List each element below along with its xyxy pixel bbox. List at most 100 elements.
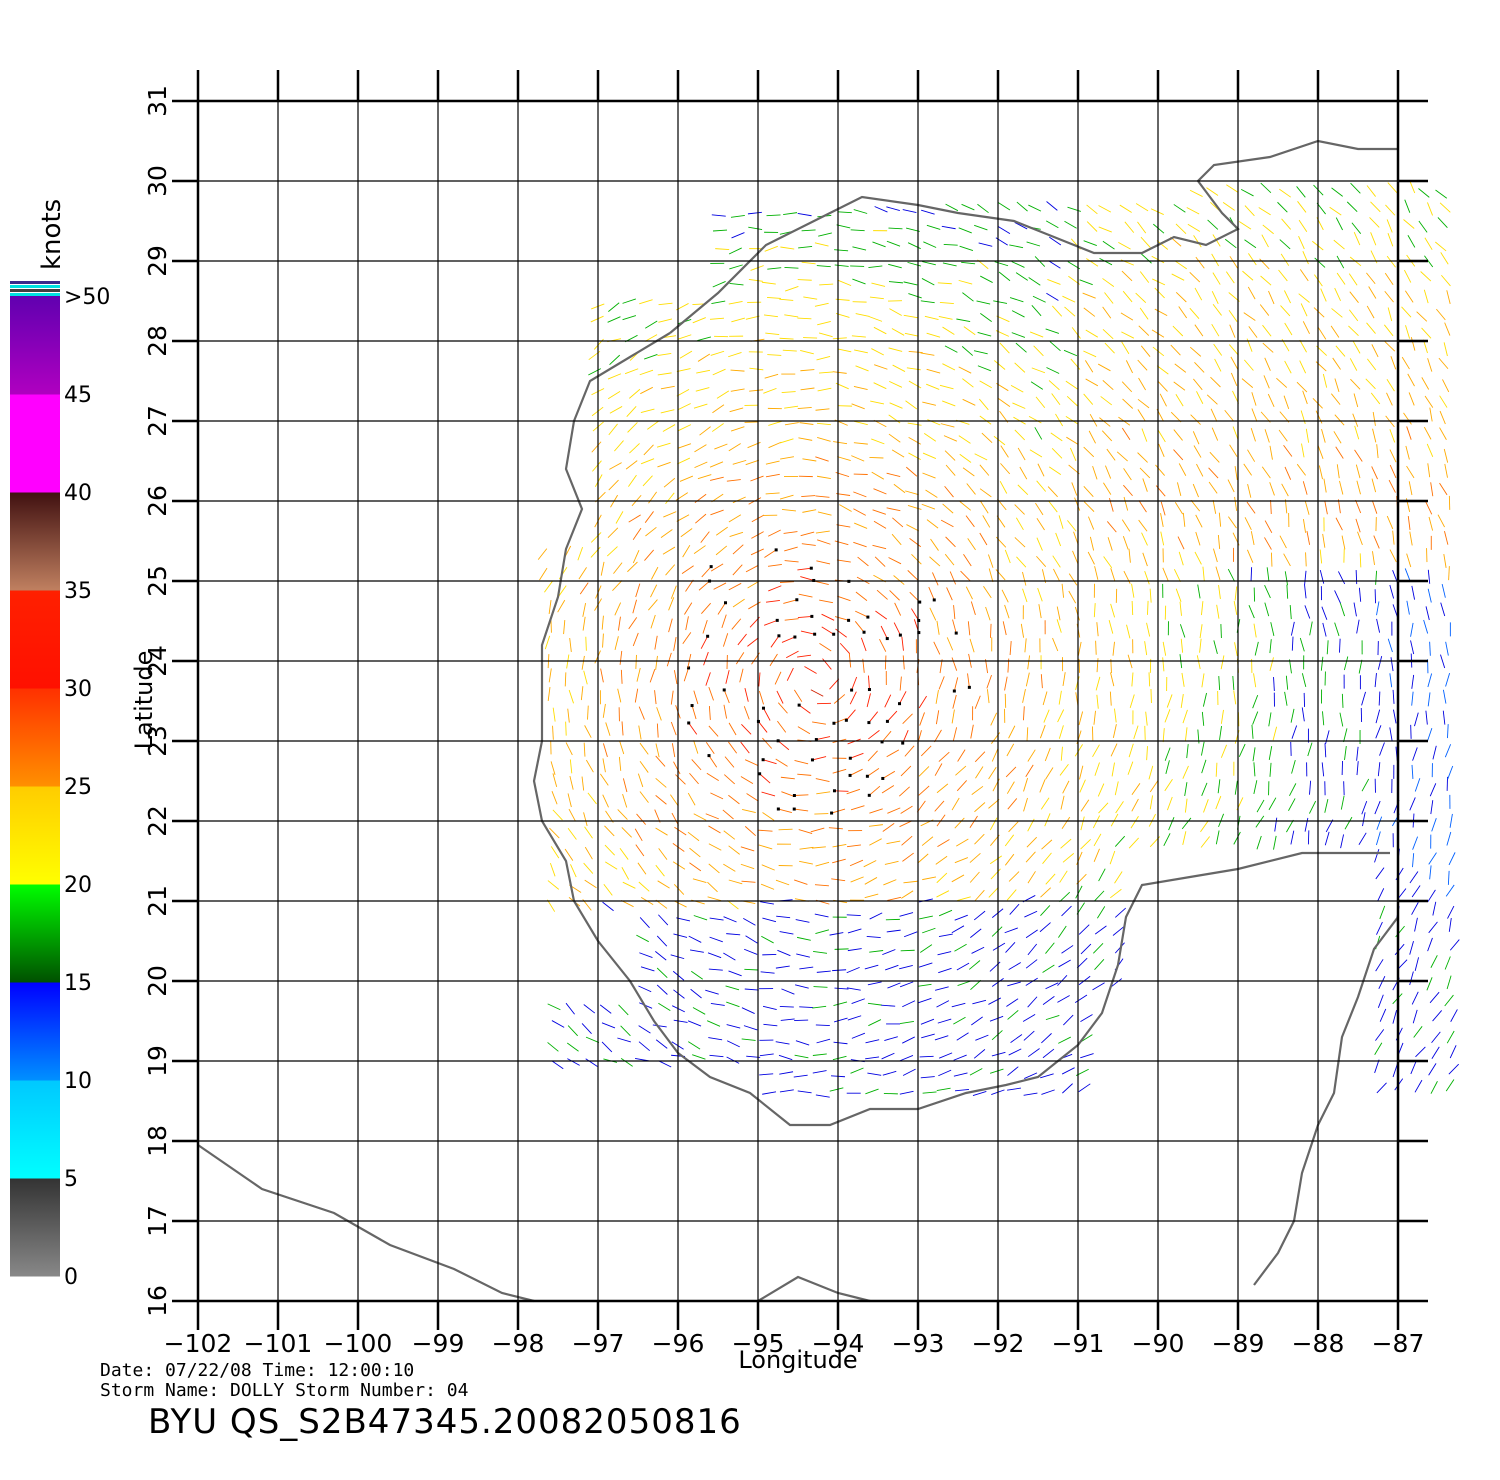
legend-cap-stripe (10, 285, 60, 288)
wind-barb (1384, 341, 1396, 352)
wind-barb (677, 334, 692, 340)
wind-barb (621, 827, 632, 838)
wind-barb (1178, 551, 1184, 566)
wind-barb (979, 415, 992, 425)
wind-barb (1102, 278, 1115, 287)
wind-barb (1279, 535, 1287, 549)
wind-barb (1448, 852, 1456, 866)
wind-barb (1041, 839, 1053, 850)
wind-barb (1027, 943, 1038, 956)
wind-barb (974, 833, 985, 845)
wind-barb (1029, 449, 1043, 458)
wind-barb (1409, 531, 1413, 546)
wind-barb (1159, 393, 1167, 407)
wind-barb (989, 855, 1003, 865)
wind-barb (1361, 800, 1368, 815)
wind-barb (1304, 817, 1309, 832)
wind-barb (781, 988, 795, 995)
wind-barb (801, 229, 816, 232)
wind-barb (1131, 783, 1141, 796)
wind-barb (705, 989, 719, 995)
wind-barb (978, 242, 993, 247)
wind-barb (991, 926, 1003, 937)
wind-barb (994, 360, 1006, 370)
wind-barb (1298, 219, 1308, 233)
wind-barb (939, 384, 954, 390)
wind-barb (956, 318, 971, 322)
wind-barb (1156, 240, 1169, 250)
wind-barb (860, 637, 867, 652)
wind-barb (1430, 482, 1434, 497)
lat-tick-label: 24 (143, 645, 172, 677)
wind-barb (903, 931, 918, 938)
lon-tick-label: −89 (1212, 1329, 1265, 1358)
wind-barb (935, 855, 948, 865)
wind-barb (979, 380, 992, 389)
footer-storm-line: Storm Name: DOLLY Storm Number: 04 (100, 1380, 469, 1401)
wind-barb (758, 690, 765, 705)
wind-barb (1355, 464, 1361, 479)
wind-barb (1157, 429, 1166, 443)
wind-barb (1348, 325, 1359, 337)
wind-barb (739, 668, 744, 683)
wind-barb (1269, 657, 1274, 672)
wind-barb (758, 672, 761, 687)
wind-barb (1414, 1079, 1423, 1093)
wind-barb (1045, 328, 1060, 334)
wind-barb (1302, 390, 1308, 405)
wind-barb (1121, 381, 1133, 393)
wind-barb (569, 775, 574, 790)
wind-barb (547, 1003, 561, 1011)
wind-barb (1069, 447, 1077, 461)
wind-barb (1258, 207, 1271, 216)
wind-barb (1442, 689, 1447, 704)
wind-barb (837, 279, 852, 287)
wind-barb (818, 371, 834, 374)
wind-barb (794, 1054, 809, 1059)
wind-barb (1376, 618, 1381, 633)
wind-barb (1041, 1033, 1052, 1044)
wind-barb (1284, 571, 1289, 586)
wind-barb (1086, 258, 1099, 267)
wind-barb (1228, 309, 1238, 322)
wind-barb (811, 846, 826, 849)
wind-barb (617, 688, 622, 703)
wind-barb (869, 808, 883, 814)
wind-barb (1094, 925, 1107, 935)
rain-flag (758, 772, 762, 776)
wind-barb (1410, 640, 1415, 655)
wind-barb (1080, 799, 1090, 812)
wind-barb (670, 585, 677, 599)
wind-barb (994, 261, 1009, 267)
wind-barb (988, 798, 1000, 809)
wind-barb (1407, 515, 1411, 530)
wind-barb (1446, 290, 1451, 305)
wind-barb (1370, 392, 1381, 405)
wind-barb (969, 638, 975, 653)
wind-barb (1335, 345, 1346, 357)
wind-barb (1218, 676, 1221, 691)
wind-barb (728, 582, 742, 591)
wind-barb (1432, 1010, 1443, 1022)
wind-barb (815, 530, 830, 534)
wind-barb (609, 462, 622, 470)
wind-barb (1447, 905, 1455, 919)
wind-barb (777, 720, 787, 733)
wind-barb (941, 225, 956, 230)
wind-barb (636, 813, 646, 825)
wind-barb (1052, 305, 1063, 317)
wind-barb (962, 467, 975, 477)
wind-barb (730, 214, 745, 218)
wind-barb (1409, 871, 1419, 884)
wind-barb (874, 206, 888, 213)
wind-barb (673, 884, 685, 895)
wind-barb (1004, 676, 1008, 691)
wind-barb (776, 915, 791, 919)
wind-barb (1080, 943, 1092, 955)
wind-barb (1372, 428, 1377, 443)
wind-barb (990, 712, 998, 726)
wind-barb (1401, 306, 1412, 318)
wind-barb (1211, 290, 1219, 305)
wind-barb (1331, 308, 1343, 318)
wind-barb (1088, 430, 1096, 444)
